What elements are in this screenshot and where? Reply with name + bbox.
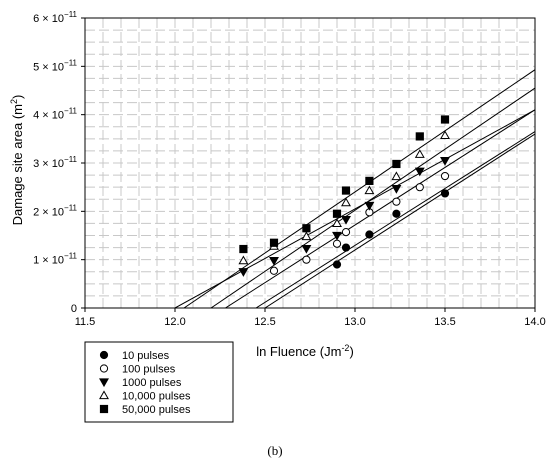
fit-line [174,109,535,308]
legend-label: 10,000 pulses [122,391,191,403]
legend-marker [99,378,109,388]
data-point [341,228,351,237]
data-point [365,176,374,185]
x-tick-label: 14.0 [524,316,545,328]
data-point [239,244,248,254]
data-point [341,243,351,252]
legend-box [84,341,234,423]
legend-marker [99,364,109,373]
legend-marker [99,404,109,414]
data-point [440,189,450,198]
data-point [364,185,375,195]
data-point [302,255,311,264]
x-axis-title: ln Fluence (Jm-2) [256,343,354,359]
data-point [440,130,450,140]
data-point [332,239,342,248]
data-point [238,268,249,277]
data-point [341,215,351,225]
legend-label: 100 pulses [122,364,176,376]
legend-marker [99,350,109,360]
y-tick-label: 5 × 10−11 [33,58,77,73]
legend-label: 50,000 pulses [122,404,191,416]
data-point [332,209,342,218]
fit-line [264,133,535,308]
figure-caption: (b) [267,443,282,458]
data-point [269,238,279,247]
data-point [332,260,342,269]
fit-line [255,131,535,308]
y-tick-label: 2 × 10−11 [33,203,77,218]
data-point [440,171,450,181]
data-point [341,197,351,207]
data-point [414,149,425,158]
data-point [392,159,401,169]
y-axis-title: Damage site area (m2) [9,95,25,226]
data-point [391,185,402,194]
data-point [391,171,402,181]
x-tick-label: 13.5 [434,316,455,328]
data-point [440,115,450,124]
data-point [440,156,450,166]
legend-marker [99,390,109,400]
x-tick-label: 12.5 [254,316,275,328]
data-point [341,186,351,195]
data-point [269,266,279,275]
y-tick-label: 0 [71,303,77,315]
data-point [238,255,249,265]
legend-label: 10 pulses [122,350,170,362]
x-tick-label: 13.0 [344,316,365,328]
y-axis-ticks: 0 1 × 10−11 2 × 10−11 3 × 10−11 4 × 10−11 5 ×… [33,10,85,315]
fit-line [210,87,535,308]
fit-line [225,109,535,308]
x-tick-label: 11.5 [75,316,96,328]
x-tick-label: 12.0 [164,316,185,328]
data-point [301,231,312,241]
data-point [415,183,424,192]
y-tick-label: 4 × 10−11 [33,107,77,122]
data-point [302,224,311,233]
data-point [332,218,342,228]
y-tick-label: 6 × 10−11 [33,10,77,25]
data-point [332,231,342,241]
data-point [301,244,312,254]
data-point [269,257,279,266]
y-tick-label: 1 × 10−11 [33,252,77,267]
data-point [392,209,401,218]
data-point [415,132,424,141]
data-points [238,115,450,277]
y-tick-label: 3 × 10−11 [33,155,77,170]
data-point [365,230,374,239]
legend-label: 1000 pulses [122,377,182,389]
data-point [364,201,375,211]
data-point [414,167,425,177]
data-point [392,197,401,206]
x-axis-ticks: 11.5 12.0 12.5 13.0 13.5 14.0 [75,308,546,328]
